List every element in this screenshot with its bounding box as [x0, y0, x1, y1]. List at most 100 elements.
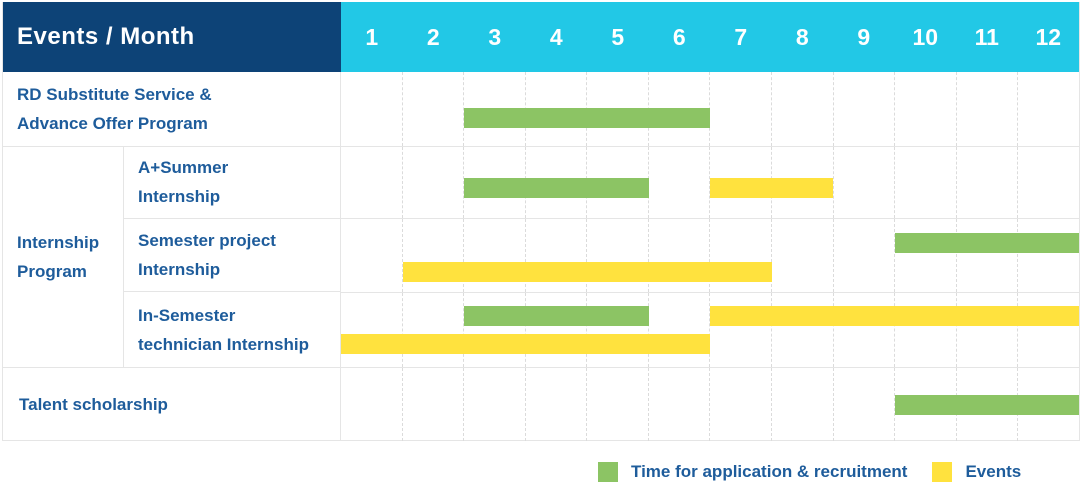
grid-cell	[894, 219, 956, 292]
label-line: A+Summer	[138, 158, 229, 178]
group-label-internship-program: Internship Program	[3, 147, 124, 367]
label-line: Internship	[17, 233, 100, 252]
grid-cell	[1017, 147, 1079, 218]
grid-cell	[832, 72, 895, 146]
grid-cell	[341, 72, 402, 146]
grid-cell	[586, 368, 648, 441]
label-line: In-Semester	[138, 305, 236, 325]
grid-cell	[524, 293, 587, 367]
grid-cell	[771, 293, 833, 367]
events-month-header-cell: Events / Month	[3, 2, 341, 72]
grid-cell	[647, 219, 710, 292]
grid-cell	[463, 368, 525, 441]
grid-cell	[586, 293, 648, 367]
grid-cell	[832, 368, 895, 441]
label-line: Talent scholarship	[19, 395, 168, 414]
row-label-text: Talent scholarship	[19, 390, 168, 419]
row-label-talent-scholarship: Talent scholarship	[3, 368, 340, 441]
grid-cell	[955, 219, 1018, 292]
grid-cell	[894, 147, 956, 218]
grid-cell	[401, 219, 464, 292]
grid-cell	[341, 368, 402, 441]
month-header-8: 8	[795, 23, 809, 50]
grid-cell	[401, 72, 464, 146]
month-gridlines	[341, 293, 1079, 367]
row-label-in-semester-technician: In-Semester technician Internship	[124, 292, 340, 367]
grid-cell	[709, 219, 771, 292]
timeline-row-a-plus-summer	[341, 147, 1079, 219]
grid-cell	[463, 293, 525, 367]
legend-events-label: Events	[965, 462, 1022, 481]
grid-cell	[341, 219, 402, 292]
row-label-text: A+Summer Internship	[138, 153, 228, 211]
grid-cell	[463, 147, 525, 218]
grid-cell	[463, 72, 525, 146]
grid-cell	[401, 147, 464, 218]
event-bar	[402, 262, 772, 282]
month-header-row: 1 2 3 4 5 6 7 8 9 10 11 12	[341, 2, 1079, 72]
month-header-3: 3	[488, 23, 502, 50]
month-header-12: 12	[1035, 23, 1062, 50]
timeline-row-rd-substitute	[341, 72, 1079, 147]
table-header-row: Events / Month 1 2 3 4 5 6 7 8 9 10 11 12	[3, 2, 1079, 72]
grid-cell	[709, 147, 771, 218]
grid-cell	[586, 219, 648, 292]
grid-cell	[1017, 293, 1079, 367]
month-gridlines	[341, 72, 1079, 146]
event-bar	[710, 178, 833, 198]
label-line: Internship	[138, 187, 221, 207]
grid-cell	[401, 368, 464, 441]
row-label-semester-project: Semester project Internship	[124, 219, 340, 293]
grid-cell	[341, 293, 402, 367]
row-label-text: In-Semester technician Internship	[138, 301, 309, 359]
timeline-row-talent-scholarship	[341, 368, 1079, 441]
grid-cell	[341, 147, 402, 218]
timeline-area	[341, 72, 1079, 441]
grid-cell	[955, 147, 1018, 218]
label-line: Semester project	[138, 231, 276, 250]
row-label-a-plus-summer: A+Summer Internship	[124, 147, 340, 219]
month-header-9: 9	[857, 23, 871, 50]
application-recruitment-bar	[894, 395, 1079, 415]
event-bar	[341, 334, 710, 354]
row-label-rd-substitute: RD Substitute Service & Advance Offer Pr…	[3, 72, 340, 147]
grid-cell	[1017, 72, 1079, 146]
grid-cell	[955, 293, 1018, 367]
label-line: Internship	[138, 260, 221, 279]
label-line: Program	[17, 262, 87, 281]
grid-cell	[524, 368, 587, 441]
grid-cell	[771, 219, 833, 292]
table-body: RD Substitute Service & Advance Offer Pr…	[3, 72, 1079, 441]
label-line: RD Substitute Service &	[17, 85, 212, 104]
grid-cell	[709, 368, 771, 441]
legend: Time for application & recruitment Event…	[598, 462, 1021, 482]
application-recruitment-bar	[464, 108, 710, 128]
month-header-7: 7	[734, 23, 748, 50]
grid-cell	[1017, 219, 1079, 292]
month-header-2: 2	[426, 23, 440, 50]
event-swatch-icon	[932, 462, 953, 482]
grid-cell	[524, 219, 587, 292]
grid-cell	[771, 368, 833, 441]
events-month-table: Events / Month 1 2 3 4 5 6 7 8 9 10 11 12 RD Substi…	[2, 2, 1080, 441]
month-header-6: 6	[672, 23, 686, 50]
month-gridlines	[341, 219, 1079, 292]
grid-cell	[832, 293, 895, 367]
row-labels-column: RD Substitute Service & Advance Offer Pr…	[3, 72, 341, 441]
grid-cell	[647, 147, 710, 218]
application-recruitment-bar	[464, 306, 649, 326]
grid-cell	[647, 368, 710, 441]
group-label-text: Internship Program	[17, 228, 99, 286]
label-line: technician Internship	[138, 334, 309, 354]
grid-cell	[894, 293, 956, 367]
row-label-text: Semester project Internship	[138, 226, 276, 284]
internship-sub-rows: A+Summer Internship Semester project Int…	[124, 147, 340, 367]
internship-program-group: Internship Program A+Summer Internship	[3, 147, 340, 368]
month-header-1: 1	[365, 23, 379, 50]
timeline-row-in-semester-technician	[341, 293, 1079, 368]
grid-cell	[647, 293, 710, 367]
grid-cell	[709, 293, 771, 367]
label-line: Advance Offer Program	[17, 114, 208, 133]
events-month-header-label: Events / Month	[17, 23, 195, 50]
